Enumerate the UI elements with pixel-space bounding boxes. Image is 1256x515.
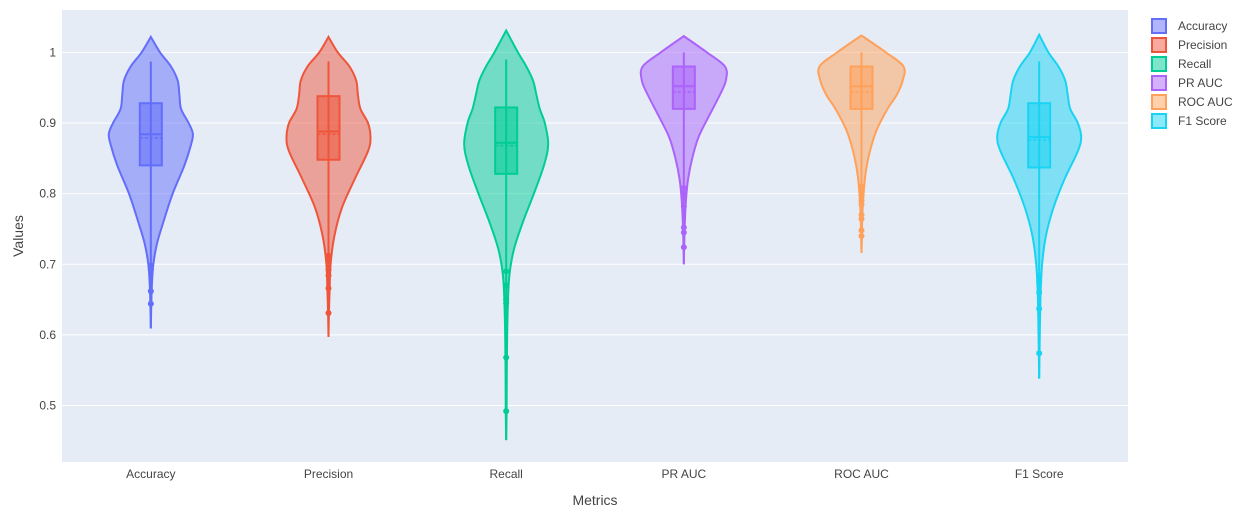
outlier-point[interactable] — [680, 203, 687, 210]
legend-swatch — [1151, 37, 1167, 53]
outlier-point[interactable] — [1036, 305, 1043, 312]
outlier-point[interactable] — [1036, 278, 1043, 285]
violin-accuracy[interactable] — [107, 34, 194, 329]
legend-item-f1-score[interactable]: F1 Score — [1151, 113, 1227, 129]
y-tick-label: 1 — [49, 45, 56, 59]
legend-item-recall[interactable]: Recall — [1151, 56, 1211, 72]
legend[interactable]: Accuracy Precision Recall PR AUC ROC AUC F1 S… — [1151, 18, 1233, 129]
outlier-point[interactable] — [858, 211, 865, 218]
y-tick-label: 0.6 — [39, 328, 56, 342]
outlier-point[interactable] — [503, 282, 510, 289]
outlier-point[interactable] — [680, 184, 687, 191]
violin-box — [316, 95, 341, 161]
outlier-point[interactable] — [858, 190, 865, 197]
outlier-point[interactable] — [680, 224, 687, 231]
legend-label: PR AUC — [1178, 76, 1223, 90]
x-tick-label: ROC AUC — [834, 467, 889, 481]
outlier-point[interactable] — [147, 300, 154, 307]
legend-swatch — [1151, 56, 1167, 72]
violin-box — [671, 65, 696, 110]
x-tick-label: PR AUC — [661, 467, 706, 481]
outlier-point[interactable] — [325, 252, 332, 259]
plot-area-background — [62, 10, 1128, 462]
legend-label: Recall — [1178, 57, 1211, 71]
outlier-point[interactable] — [1036, 273, 1043, 280]
legend-label: Accuracy — [1178, 19, 1227, 33]
x-tick-label: Accuracy — [126, 467, 175, 481]
y-tick-label: 0.9 — [39, 116, 56, 130]
y-gridlines — [62, 51, 1128, 406]
legend-item-precision[interactable]: Precision — [1151, 37, 1227, 53]
violin-traces — [107, 28, 1083, 441]
violin-box — [849, 65, 874, 110]
outlier-point[interactable] — [680, 244, 687, 251]
outlier-point[interactable] — [858, 216, 865, 223]
outlier-point[interactable] — [325, 266, 332, 273]
outlier-point[interactable] — [325, 309, 332, 316]
outlier-point[interactable] — [503, 354, 510, 361]
outlier-point[interactable] — [147, 288, 154, 295]
outlier-point[interactable] — [503, 408, 510, 415]
outlier-point[interactable] — [1036, 289, 1043, 296]
outlier-point[interactable] — [325, 272, 332, 279]
x-tick-labels: Accuracy Precision Recall PR AUC ROC AUC F1 S… — [126, 467, 1064, 481]
legend-swatch — [1151, 113, 1167, 129]
outlier-point[interactable] — [503, 268, 510, 275]
legend-label: F1 Score — [1178, 114, 1227, 128]
outlier-point[interactable] — [858, 201, 865, 208]
legend-item-accuracy[interactable]: Accuracy — [1151, 18, 1227, 34]
outlier-point[interactable] — [147, 266, 154, 273]
y-tick-label: 0.7 — [39, 257, 56, 271]
legend-swatch — [1151, 18, 1167, 34]
violin-box — [494, 106, 519, 175]
violin-precision[interactable] — [285, 34, 372, 338]
legend-item-roc-auc[interactable]: ROC AUC — [1151, 94, 1233, 110]
y-tick-labels: 0.5 0.6 0.7 0.8 0.9 1 — [39, 45, 56, 412]
violin-recall[interactable] — [463, 28, 550, 441]
outlier-point[interactable] — [1036, 350, 1043, 357]
y-axis-title: Values — [10, 215, 26, 257]
violin-pr-auc[interactable] — [639, 34, 728, 265]
x-axis-title: Metrics — [572, 492, 617, 508]
legend-item-pr-auc[interactable]: PR AUC — [1151, 75, 1223, 91]
legend-label: Precision — [1178, 38, 1227, 52]
x-tick-label: Precision — [304, 467, 353, 481]
outlier-point[interactable] — [680, 194, 687, 201]
outlier-point[interactable] — [503, 300, 510, 307]
y-tick-label: 0.5 — [39, 399, 56, 413]
outlier-point[interactable] — [325, 285, 332, 292]
violin-f1-score[interactable] — [996, 32, 1083, 379]
outlier-point[interactable] — [325, 257, 332, 264]
x-tick-label: Recall — [489, 467, 522, 481]
y-tick-label: 0.8 — [39, 187, 56, 201]
violin-roc-auc[interactable] — [817, 34, 906, 253]
outlier-point[interactable] — [858, 227, 865, 234]
legend-swatch — [1151, 75, 1167, 91]
legend-label: ROC AUC — [1178, 95, 1233, 109]
x-tick-label: F1 Score — [1015, 467, 1064, 481]
violin-box — [1027, 102, 1052, 169]
outlier-point[interactable] — [858, 233, 865, 239]
legend-swatch — [1151, 94, 1167, 110]
outlier-point[interactable] — [680, 229, 687, 236]
